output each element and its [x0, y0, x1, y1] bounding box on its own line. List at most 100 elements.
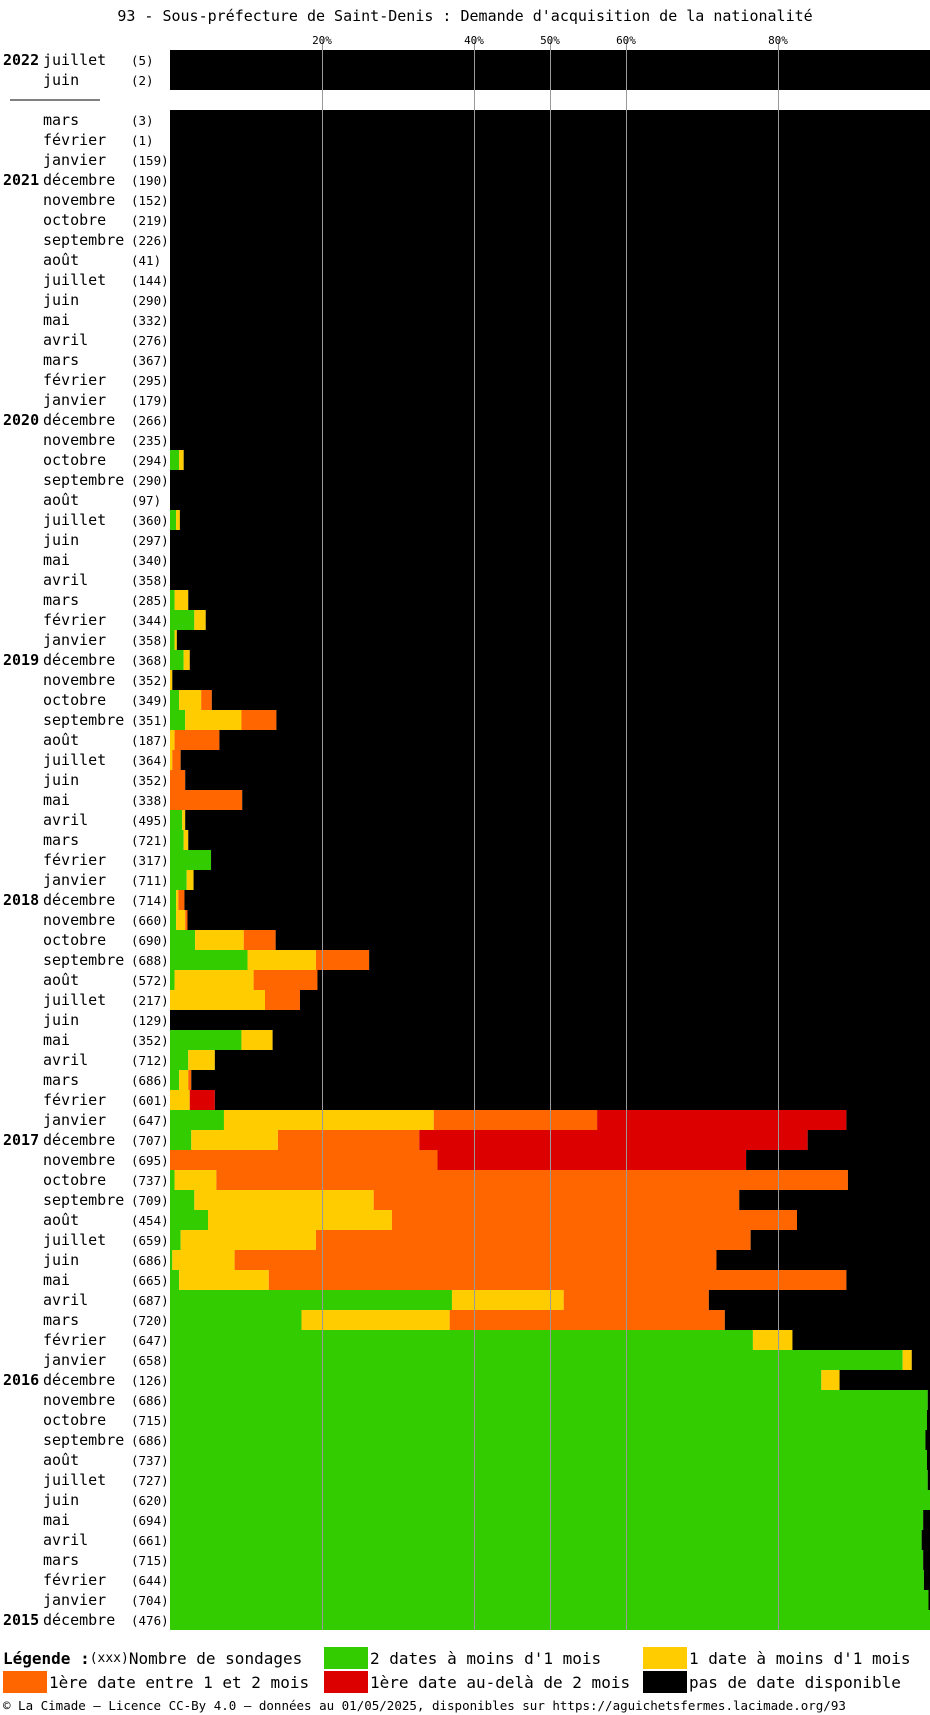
row-month-label: avril: [43, 571, 88, 589]
x-tick-label: 40%: [464, 34, 484, 47]
row-count-label: (332): [131, 313, 169, 328]
bar-segment-green: [170, 950, 248, 970]
row-month-label: février: [43, 1571, 106, 1589]
row-count-label: (660): [131, 913, 169, 928]
row-month-label: juillet: [43, 271, 106, 289]
row-month-label: janvier: [43, 1351, 106, 1369]
row-month-label: mai: [43, 311, 70, 329]
row-year-label: 2022: [3, 51, 39, 69]
row-count-label: (620): [131, 1493, 169, 1508]
legend-item-red: 1ère date au-delà de 2 mois: [324, 1671, 630, 1693]
bar-segment-black: [272, 1030, 930, 1050]
row-month-label: mars: [43, 111, 79, 129]
bar-segment-green: [170, 870, 187, 890]
row-month-label: août: [43, 251, 79, 269]
row-month-label: décembre: [43, 411, 115, 429]
row-month-label: mars: [43, 1311, 79, 1329]
row-year-label: 2015: [3, 1611, 39, 1629]
row-month-label: avril: [43, 331, 88, 349]
row-count-label: (126): [131, 1373, 169, 1388]
bar-segment-black: [846, 1270, 930, 1290]
row-count-label: (659): [131, 1233, 169, 1248]
row-count-label: (285): [131, 593, 169, 608]
bar-segment-black: [317, 970, 930, 990]
row-month-label: octobre: [43, 451, 106, 469]
bar-segment-green: [170, 1350, 903, 1370]
bar-segment-yellow: [174, 970, 254, 990]
row-count-label: (295): [131, 373, 169, 388]
row-month-label: octobre: [43, 211, 106, 229]
row-count-label: (235): [131, 433, 169, 448]
bar-segment-black: [180, 750, 930, 770]
bar-segment-black: [928, 1590, 930, 1610]
x-tick-label: 60%: [616, 34, 636, 47]
row-month-label: juillet: [43, 51, 106, 69]
bar-segment-green: [170, 1590, 929, 1610]
bar-segment-green: [170, 630, 175, 650]
row-year-label: 2019: [3, 651, 39, 669]
row-month-label: février: [43, 1331, 106, 1349]
row-month-label: juillet: [43, 751, 106, 769]
row-count-label: (297): [131, 533, 169, 548]
row-month-label: février: [43, 371, 106, 389]
bar-segment-yellow: [208, 1210, 392, 1230]
row-count-label: (711): [131, 873, 169, 888]
row-count-label: (41): [131, 253, 161, 268]
row-month-label: septembre: [43, 1191, 124, 1209]
row-count-label: (476): [131, 1613, 169, 1628]
legend-item-black: pas de date disponible: [643, 1671, 901, 1693]
legend-item-green: 2 dates à moins d'1 mois: [324, 1647, 601, 1669]
bar-segment-green: [170, 1030, 242, 1050]
legend-label-yellow: 1 date à moins d'1 mois: [689, 1648, 911, 1668]
row-count-label: (601): [131, 1093, 169, 1108]
bar-segment-black: [185, 770, 930, 790]
bar-segment-orange: [373, 1190, 740, 1210]
bar-segment-yellow: [195, 930, 244, 950]
bar-segment-orange: [433, 1110, 598, 1130]
row-count-label: (217): [131, 993, 169, 1008]
row-count-label: (368): [131, 653, 169, 668]
row-month-label: juillet: [43, 1471, 106, 1489]
legend-header: Légende : (xxx) Nombre de sondages: [3, 1647, 302, 1669]
bar-segment-green: [170, 1070, 180, 1090]
legend-row-2: 1ère date entre 1 et 2 mois 1ère date au…: [0, 1671, 930, 1693]
footer-credit: © La Cimade — Licence CC-By 4.0 — donnée…: [3, 1698, 846, 1713]
bar-segment-orange: [170, 1150, 438, 1170]
row-month-label: septembre: [43, 1431, 124, 1449]
bar-segment-yellow: [185, 710, 242, 730]
bar-segment-green: [170, 1390, 928, 1410]
row-month-label: août: [43, 491, 79, 509]
bar-segment-orange: [315, 950, 370, 970]
row-month-label: octobre: [43, 931, 106, 949]
legend-swatch-green: [324, 1647, 368, 1669]
bar-segment-black: [276, 710, 930, 730]
row-month-label: septembre: [43, 231, 124, 249]
row-month-label: avril: [43, 1291, 88, 1309]
row-month-label: juin: [43, 1251, 79, 1269]
bar-segment-black: [923, 1550, 930, 1570]
row-month-label: juin: [43, 291, 79, 309]
row-month-label: février: [43, 611, 106, 629]
row-count-label: (714): [131, 893, 169, 908]
row-month-label: octobre: [43, 1171, 106, 1189]
bar-segment-green: [170, 1330, 753, 1350]
row-count-label: (364): [131, 753, 169, 768]
legend-label-orange: 1ère date entre 1 et 2 mois: [49, 1672, 310, 1692]
bar-segment-red: [419, 1130, 808, 1150]
row-count-label: (219): [131, 213, 169, 228]
row-month-label: octobre: [43, 1411, 106, 1429]
bar-segment-orange: [216, 1170, 848, 1190]
bar-segment-yellow: [191, 1130, 278, 1150]
bar-segment-black: [923, 1570, 930, 1590]
row-year-label: 2018: [3, 891, 39, 909]
bar-segment-green: [170, 1230, 181, 1250]
bar-segment-green: [170, 1530, 922, 1550]
row-month-label: décembre: [43, 171, 115, 189]
bar-segment-black: [242, 790, 930, 810]
row-count-label: (3): [131, 113, 154, 128]
row-count-label: (704): [131, 1593, 169, 1608]
row-month-label: juin: [43, 71, 79, 89]
bar-segment-black: [211, 690, 930, 710]
row-month-label: décembre: [43, 1131, 115, 1149]
bar-segment-yellow: [902, 1350, 912, 1370]
